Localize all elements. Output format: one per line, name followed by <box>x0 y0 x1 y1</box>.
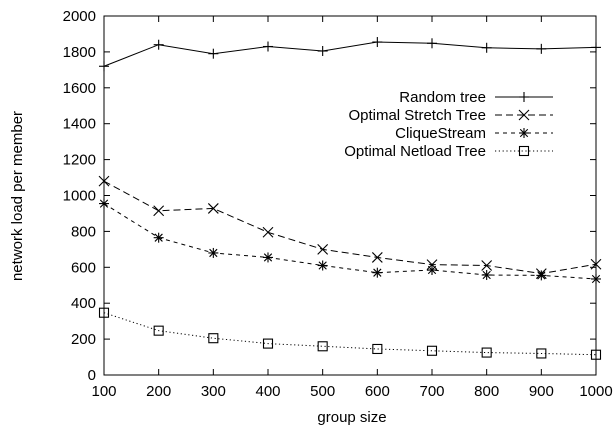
series-line <box>103 180 597 275</box>
data-point <box>262 338 274 349</box>
y-tick-label: 600 <box>71 259 96 276</box>
y-tick-label: 0 <box>88 367 96 384</box>
legend-label: Optimal Netload Tree <box>344 143 486 160</box>
data-point <box>317 341 328 352</box>
data-point <box>317 260 328 271</box>
series-line <box>103 41 597 67</box>
data-point <box>536 270 547 281</box>
series-line <box>103 203 597 280</box>
y-tick-label: 800 <box>71 223 96 240</box>
data-point <box>536 43 547 54</box>
legend-label: Optimal Stretch Tree <box>348 107 486 124</box>
legend-marker <box>518 145 530 157</box>
x-tick-label: 300 <box>201 383 226 400</box>
data-point <box>427 264 437 275</box>
x-tick-label: 1000 <box>579 383 612 400</box>
data-point <box>427 38 437 49</box>
data-point <box>372 267 383 278</box>
x-tick-label: 500 <box>310 383 335 400</box>
data-point <box>153 205 165 217</box>
data-point <box>207 203 219 214</box>
data-point <box>591 42 601 53</box>
y-axis-label: network load per member <box>9 111 26 281</box>
plot-frame <box>103 15 597 376</box>
x-tick-label: 400 <box>255 383 280 400</box>
x-tick-label: 900 <box>529 383 554 400</box>
x-axis-label: group size <box>317 409 386 426</box>
data-point <box>98 307 110 318</box>
data-point <box>208 333 219 344</box>
legend-marker <box>519 92 529 102</box>
y-tick-label: 1200 <box>63 152 96 169</box>
data-point <box>536 348 547 359</box>
series-layer <box>98 37 602 360</box>
data-point <box>99 61 109 72</box>
data-point <box>99 198 109 209</box>
y-tick-label: 400 <box>71 295 96 312</box>
y-tick-label: 1800 <box>63 44 96 61</box>
data-point <box>153 325 164 336</box>
legend-label: CliqueStream <box>395 125 486 142</box>
y-tick-label: 1400 <box>63 116 96 133</box>
data-point <box>317 243 329 255</box>
x-tick-label: 800 <box>474 383 499 400</box>
data-point <box>153 232 164 243</box>
data-point <box>263 252 273 263</box>
y-tick-label: 200 <box>71 331 96 348</box>
data-point <box>590 258 602 270</box>
data-point <box>591 273 601 284</box>
data-point <box>481 260 493 271</box>
y-tick-label: 2000 <box>63 8 96 25</box>
data-point <box>208 48 219 59</box>
x-tick-label: 200 <box>146 383 171 400</box>
x-tick-label: 700 <box>419 383 444 400</box>
data-point <box>426 345 438 356</box>
y-tick-label: 1000 <box>63 188 96 205</box>
data-point <box>372 343 383 355</box>
data-point <box>153 39 164 50</box>
legend-marker <box>518 109 530 121</box>
legend-marker <box>519 128 529 138</box>
x-tick-label: 100 <box>91 383 116 400</box>
data-point <box>262 226 274 238</box>
x-tick-label: 600 <box>365 383 390 400</box>
data-point <box>590 349 602 360</box>
y-tick-label: 1600 <box>63 80 96 97</box>
axes: 100 200 300 400 500 600 700 800 900 1000 0 200 400 60… <box>63 8 613 400</box>
data-point <box>98 175 110 187</box>
series-1 <box>98 175 602 279</box>
data-point <box>481 270 492 281</box>
series-3 <box>98 307 602 360</box>
legend-label: Random tree <box>399 89 486 106</box>
data-point <box>372 37 383 48</box>
series-0 <box>99 37 601 72</box>
series-line <box>103 312 597 356</box>
data-point <box>208 247 219 258</box>
series-2 <box>99 198 601 284</box>
data-point <box>317 46 328 57</box>
data-point <box>426 259 438 270</box>
data-point <box>371 252 383 263</box>
data-point <box>263 41 273 52</box>
data-point <box>481 347 492 358</box>
data-point <box>481 42 492 53</box>
